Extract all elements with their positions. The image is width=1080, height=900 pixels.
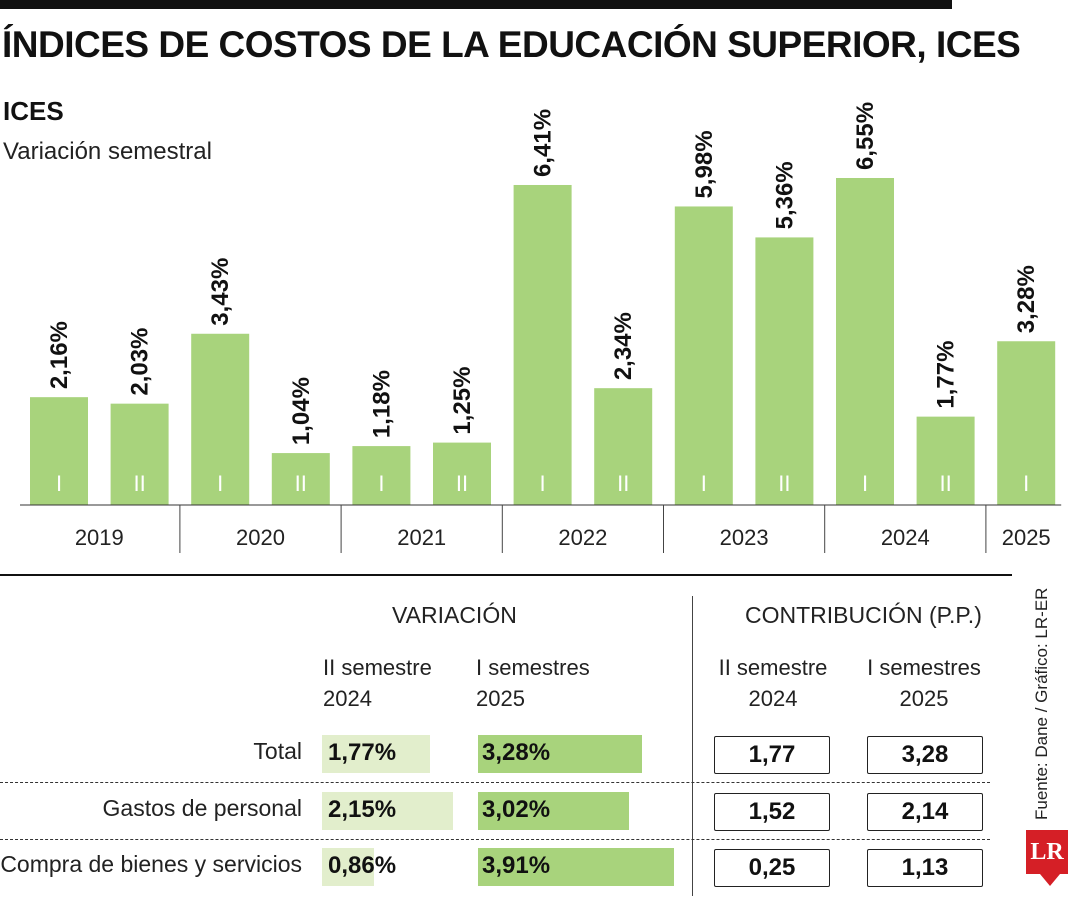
semester-label: II (133, 471, 145, 496)
bar-value-label: 5,98% (691, 130, 718, 198)
row-label: Compra de bienes y servicios (0, 851, 302, 877)
variacion-2025-value: 3,91% (482, 852, 551, 879)
bar (352, 446, 411, 505)
variacion-2025-value: 3,02% (482, 796, 551, 823)
variacion-2024-bar (322, 792, 454, 830)
bar (433, 442, 491, 505)
variacion-col-2024: II semestre 2024 (323, 652, 432, 714)
bar (594, 388, 653, 505)
source-note: Fuente: Dane / Gráfico: LR-ER (1032, 587, 1051, 820)
contrib-2025-box: 3,28 (867, 736, 983, 774)
contrib-2025-box: 2,14 (867, 793, 983, 831)
variacion-header: VARIACIÓN (392, 602, 517, 628)
bar (110, 403, 169, 505)
contrib-col-2024: II semestre 2024 (716, 652, 830, 714)
semester-label: I (1023, 471, 1029, 496)
bar-value-label: 2,03% (127, 328, 154, 396)
semester-label: I (378, 471, 384, 496)
variacion-2025-bar (478, 735, 642, 773)
bar-value-label: 1,04% (288, 377, 315, 445)
bar-value-label: 2,16% (46, 321, 73, 389)
year-label: 2019 (75, 525, 124, 550)
lr-logo: LR (1026, 830, 1068, 874)
variacion-2024-value: 2,15% (328, 796, 397, 823)
year-label: 2023 (720, 525, 769, 550)
year-label: 2020 (236, 525, 285, 550)
contrib-2024-box: 1,77 (714, 736, 830, 774)
variacion-2024-value: 1,77% (328, 739, 397, 766)
chart-subtitle-secondary: Variación semestral (3, 138, 212, 165)
bar-value-label: 6,41% (530, 109, 557, 177)
semester-label: I (862, 471, 868, 496)
semester-label: II (295, 471, 307, 496)
semester-label: II (778, 471, 790, 496)
semester-label: I (540, 471, 546, 496)
row-separator (0, 782, 990, 783)
bar-chart: 2,16%I2,03%II3,43%I1,04%II1,18%I1,25%II6… (20, 102, 1062, 553)
bar (836, 178, 894, 505)
contrib-2024-box: 1,52 (714, 793, 830, 831)
bar (271, 453, 330, 505)
variacion-col-2024-line1: II semestre (323, 655, 432, 680)
row-separator (0, 839, 990, 840)
variacion-2024-bar (322, 848, 375, 886)
year-label: 2021 (397, 525, 446, 550)
bar-value-label: 3,28% (1013, 265, 1040, 333)
bar-value-label: 1,18% (368, 370, 395, 438)
bar (513, 184, 572, 505)
bar-value-label: 6,55% (852, 102, 879, 170)
lr-logo-tail (1040, 874, 1060, 886)
bar (997, 341, 1056, 505)
variacion-col-2024-line2: 2024 (323, 686, 372, 711)
contrib-col-2024-line1: II semestre (718, 655, 828, 680)
contrib-col-2025-line2: 2025 (899, 686, 949, 711)
year-label: 2024 (881, 525, 930, 550)
top-rule (0, 0, 952, 9)
contrib-col-2024-line2: 2024 (748, 686, 798, 711)
semester-label: II (456, 471, 468, 496)
page-title: ÍNDICES DE COSTOS DE LA EDUCACIÓN SUPERI… (2, 24, 1021, 65)
chart-subtitle: ICES (3, 96, 64, 126)
semester-label: II (617, 471, 629, 496)
bar (191, 333, 250, 505)
variacion-2025-bar (478, 848, 674, 886)
variacion-col-2025-line2: 2025 (476, 686, 525, 711)
contrib-2025-box: 1,13 (867, 849, 983, 887)
variacion-col-2025: I semestres 2025 (476, 652, 590, 714)
variacion-col-2025-line1: I semestres (476, 655, 590, 680)
variacion-2025-value: 3,28% (482, 739, 551, 766)
variacion-2024-value: 0,86% (328, 852, 397, 879)
table-column-divider (692, 596, 693, 896)
contribucion-header: CONTRIBUCIÓN (P.P.) (745, 602, 982, 628)
bar-value-label: 5,36% (771, 161, 798, 229)
bar-value-label: 1,77% (933, 341, 960, 409)
semester-label: I (56, 471, 62, 496)
bar (755, 237, 814, 505)
contrib-col-2025: I semestres 2025 (866, 652, 982, 714)
bar (916, 416, 975, 505)
bar (674, 206, 733, 505)
semester-label: I (217, 471, 223, 496)
year-label: 2022 (558, 525, 607, 550)
contrib-2024-box: 0,25 (714, 849, 830, 887)
section-divider (0, 574, 1012, 576)
contrib-col-2025-line1: I semestres (867, 655, 981, 680)
bar-value-label: 2,34% (610, 312, 637, 380)
bar (30, 397, 88, 505)
semester-label: II (939, 471, 951, 496)
variacion-2025-bar (478, 792, 629, 830)
bar-value-label: 1,25% (449, 367, 476, 435)
row-label: Total (253, 738, 302, 764)
bar-value-label: 3,43% (207, 258, 234, 326)
semester-label: I (701, 471, 707, 496)
variacion-2024-bar (322, 735, 430, 773)
year-label: 2025 (1002, 525, 1051, 550)
row-label: Gastos de personal (102, 795, 302, 821)
